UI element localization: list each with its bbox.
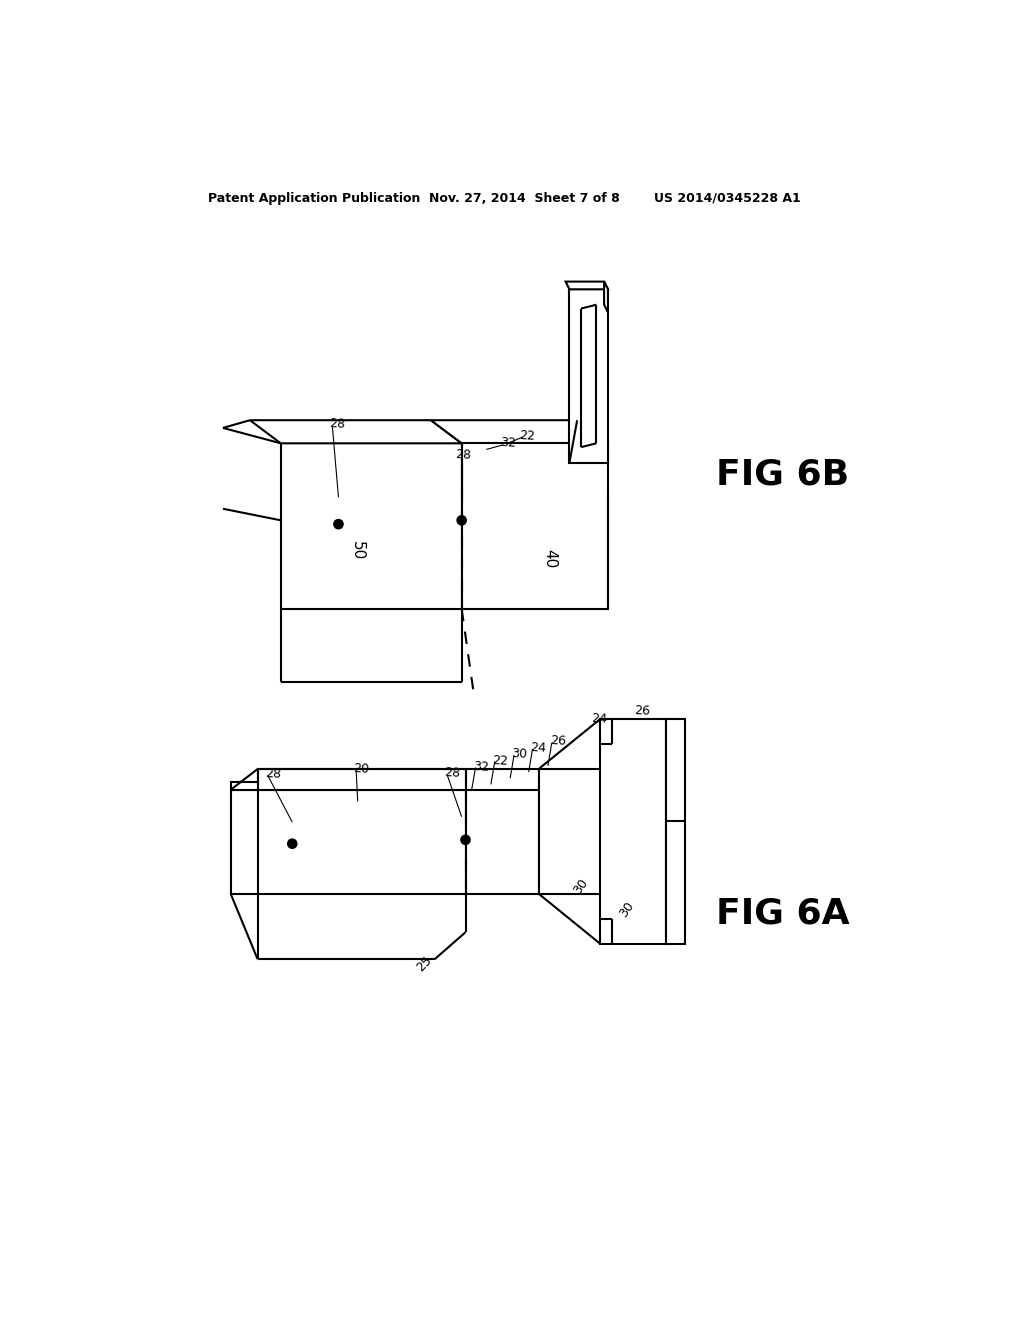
Text: 24: 24 (530, 741, 547, 754)
Polygon shape (565, 281, 608, 289)
Text: 30: 30 (617, 899, 637, 920)
Polygon shape (569, 289, 608, 462)
Text: 28: 28 (444, 766, 461, 780)
Text: 26: 26 (550, 734, 566, 748)
Polygon shape (250, 420, 462, 444)
Text: 40: 40 (543, 549, 558, 569)
Circle shape (288, 840, 297, 849)
Text: Patent Application Publication: Patent Application Publication (208, 191, 420, 205)
Text: 22: 22 (492, 754, 508, 767)
Polygon shape (230, 770, 466, 789)
Circle shape (457, 516, 466, 525)
Polygon shape (281, 444, 462, 609)
Polygon shape (462, 444, 608, 609)
Text: 26: 26 (635, 705, 651, 718)
Text: 28: 28 (455, 447, 471, 462)
Text: 30: 30 (571, 875, 591, 896)
Text: 28: 28 (265, 767, 282, 781)
Circle shape (461, 836, 470, 845)
Polygon shape (600, 719, 666, 944)
Polygon shape (431, 420, 608, 444)
Circle shape (334, 520, 343, 529)
Polygon shape (230, 789, 466, 894)
Text: US 2014/0345228 A1: US 2014/0345228 A1 (654, 191, 801, 205)
Polygon shape (604, 281, 608, 313)
Text: 24: 24 (591, 711, 607, 726)
Polygon shape (539, 770, 604, 894)
Text: 25: 25 (415, 953, 435, 974)
Text: 28: 28 (329, 417, 345, 430)
Text: FIG 6B: FIG 6B (716, 457, 849, 491)
Text: 22: 22 (519, 429, 536, 442)
Polygon shape (466, 789, 539, 894)
Text: 32: 32 (473, 760, 489, 774)
Text: 32: 32 (500, 437, 516, 450)
Text: Nov. 27, 2014  Sheet 7 of 8: Nov. 27, 2014 Sheet 7 of 8 (429, 191, 620, 205)
Text: FIG 6A: FIG 6A (716, 896, 849, 931)
Polygon shape (666, 719, 685, 944)
Text: 30: 30 (511, 747, 527, 762)
Text: 20: 20 (353, 762, 370, 776)
Text: 50: 50 (350, 541, 366, 561)
